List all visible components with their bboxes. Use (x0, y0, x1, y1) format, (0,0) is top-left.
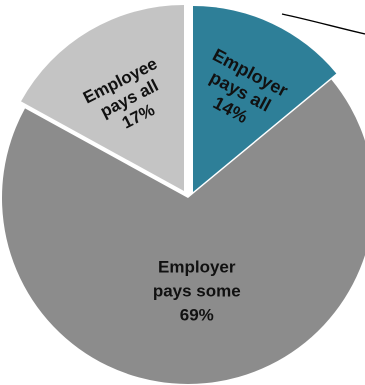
pie-slice-1 (193, 5, 337, 192)
pie-label-line: pays some (153, 282, 241, 301)
callout-line (281, 13, 365, 35)
pie-slice-2 (2, 79, 365, 384)
pie-label-line: Employer (158, 258, 236, 277)
pie-slice-3 (21, 5, 185, 191)
pie-label-line: 69% (180, 306, 214, 325)
pie-callout (281, 13, 365, 35)
pie-slice-label-2: Employer pays some 69% (153, 258, 241, 325)
pie-slices (2, 5, 365, 384)
